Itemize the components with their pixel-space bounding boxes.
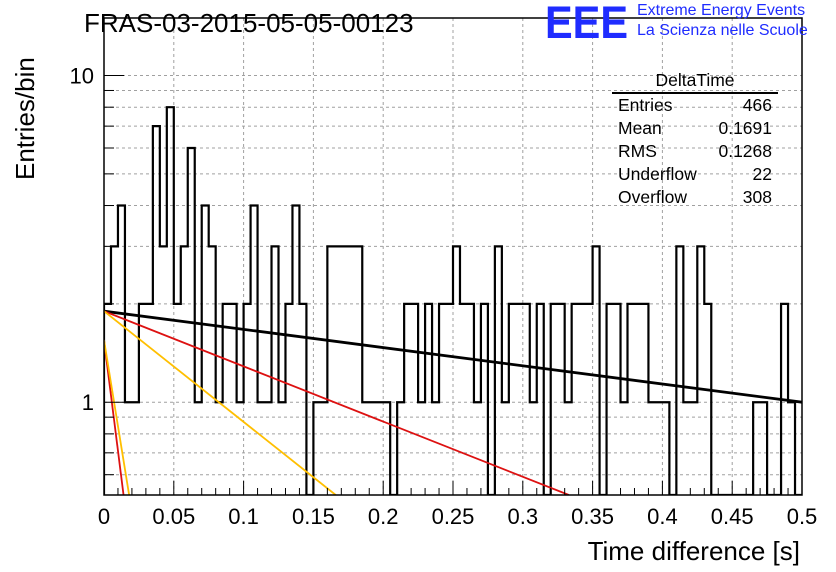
x-tick-label: 0.05: [152, 504, 195, 529]
stats-label: Underflow: [618, 164, 697, 184]
grid-lines: [104, 18, 802, 495]
x-axis-label: Time difference [s]: [588, 536, 800, 566]
stats-label: Overflow: [618, 187, 688, 207]
stats-row-overflow: Overflow 308: [612, 186, 778, 209]
x-tick-label: 0.25: [432, 504, 475, 529]
stats-title: DeltaTime: [612, 70, 778, 94]
stats-value: 0.1691: [718, 118, 772, 138]
eee-logo-text: EEE: [545, 2, 628, 42]
histogram: [104, 106, 802, 495]
fit-curve: [104, 309, 802, 404]
stats-value: 0.1268: [718, 141, 772, 161]
stats-row-mean: Mean 0.1691: [612, 117, 778, 140]
x-tick-label: 0.5: [787, 504, 818, 529]
y-axis-label: Entries/bin: [10, 57, 40, 180]
fit-curve: [104, 339, 131, 495]
eee-logo: EEE: [545, 2, 628, 42]
x-tick-label: 0.1: [228, 504, 259, 529]
y-tick-label: 1: [82, 390, 94, 415]
x-tick-label: 0.3: [508, 504, 539, 529]
stats-row-entries: Entries 466: [612, 94, 778, 117]
stats-label: Mean: [618, 118, 662, 138]
stats-row-underflow: Underflow 22: [612, 163, 778, 186]
stats-box: DeltaTime Entries 466 Mean 0.1691 RMS 0.…: [612, 70, 778, 209]
histogram-outline: [104, 106, 802, 495]
stats-label: Entries: [618, 95, 673, 115]
fit-curve: [104, 310, 337, 495]
stats-value: 308: [742, 187, 772, 207]
x-tick-labels: 0 0.05 0.1 0.15 0.2 0.25 0.3 0.35 0.4 0.45 0.5: [98, 504, 817, 529]
fit-curve: [104, 310, 570, 495]
x-tick-label: 0.45: [711, 504, 754, 529]
x-tick-label: 0.2: [368, 504, 399, 529]
brand-tagline: La Scienza nelle Scuole: [637, 22, 808, 39]
x-tick-label: 0.35: [571, 504, 614, 529]
stats-value: 466: [742, 95, 772, 115]
stats-row-rms: RMS 0.1268: [612, 140, 778, 163]
x-tick-label: 0.15: [292, 504, 335, 529]
fit-curves: [104, 309, 802, 495]
stats-label: RMS: [618, 141, 657, 161]
axis-ticks: [103, 75, 803, 495]
stats-value: 22: [752, 164, 772, 184]
run-title: FRAS-03-2015-05-05-00123: [84, 8, 414, 38]
x-tick-label: 0: [98, 504, 110, 529]
brand-name: Extreme Energy Events: [637, 2, 806, 19]
y-tick-label: 10: [70, 64, 94, 89]
x-tick-label: 0.4: [647, 504, 678, 529]
y-tick-labels: 1 10: [70, 64, 94, 416]
